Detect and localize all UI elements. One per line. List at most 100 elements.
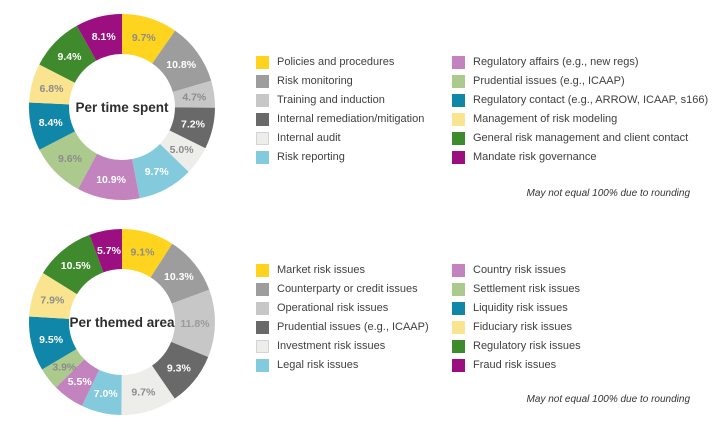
legend-swatch [452,56,465,69]
legend-swatch [256,94,269,107]
rounding-note: May not equal 100% due to rounding [526,394,690,405]
per-time-spent-donut-chart: 9.7%10.8%4.7%7.2%5.0%9.7%10.9%9.6%8.4%6.… [28,14,215,200]
legend-item: Prudential issues (e.g., ICAAP) [256,321,429,334]
legend-swatch [256,283,269,296]
legend-swatch [256,264,269,277]
legend-swatch [452,264,465,277]
donut-segment-label: 7.9% [40,295,65,307]
per-themed-area-legend-column-2: Country risk issues Settlement risk issue… [452,264,581,372]
donut-segment [29,64,75,105]
donut-segment [42,234,104,295]
legend-label: General risk management and client conta… [473,132,689,144]
legend-item: Risk reporting [256,151,424,164]
donut-segment [152,341,209,399]
donut-segment-label: 9.5% [39,334,64,346]
legend-item: Liquidity risk issues [452,302,581,315]
legend-swatch [256,113,269,126]
legend-label: Market risk issues [277,264,366,276]
legend-label: Regulatory contact (e.g., ARROW, ICAAP, … [473,94,709,106]
donut-segment [29,272,77,319]
donut-segment-label: 7.2% [181,119,206,131]
donut-segment-label: 9.7% [145,166,170,178]
donut-segment [122,14,176,64]
legend-item: Management of risk modeling [452,113,708,126]
donut-segment-label: 5.7% [97,245,122,257]
legend-swatch [452,283,465,296]
donut-segment [172,80,215,108]
legend-label: Fraud risk issues [473,359,557,371]
legend-swatch [256,151,269,164]
donut-segment-label: 8.1% [92,31,117,43]
donut-segment-label: 10.3% [164,271,194,283]
donut-segment [76,14,122,61]
legend-label: Policies and procedures [277,56,395,68]
legend-item: Policies and procedures [256,56,424,69]
legend-swatch [256,302,269,315]
donut-segment [171,289,215,357]
donut-segment [39,25,97,83]
legend-label: Prudential issues (e.g., ICAAP) [473,75,625,87]
legend-label: Risk reporting [277,151,345,163]
donut-segment-label: 10.9% [96,174,126,186]
donut-segment-label: 3.9% [52,361,77,373]
legend-item: Counterparty or credit issues [256,283,429,296]
legend-label: Operational risk issues [277,302,389,314]
donut-segment [152,30,212,93]
legend-label: Training and induction [277,94,385,106]
legend-swatch [256,132,269,145]
legend-item: Investment risk issues [256,340,429,353]
per-themed-area-donut-chart: 9.1% 10.3% 11.8% 9.3% 9.7% 7.0%5.5% 3.9% 9.5% 7.… [29,229,215,415]
legend-label: Prudential issues (e.g., ICAAP) [277,321,429,333]
legend-item: Internal audit [256,132,424,145]
donut-segment [29,316,77,370]
legend-label: Investment risk issues [277,340,386,352]
donut-segment [81,369,122,415]
legend-swatch [452,151,465,164]
legend-item: Mandate risk governance [452,151,708,164]
legend-item: Market risk issues [256,264,429,277]
legend-swatch [256,56,269,69]
donut-segment-label: 11.8% [180,318,210,330]
donut-segment-label: 9.6% [58,153,83,165]
legend-item: Country risk issues [452,264,581,277]
donut-segment [39,131,97,189]
legend-label: Mandate risk governance [473,151,597,163]
legend-item: Fiduciary risk issues [452,321,581,334]
legend-label: Legal risk issues [277,359,359,371]
legend-item: Risk monitoring [256,75,424,88]
legend-swatch [452,302,465,315]
donut-segment-label: 9.7% [131,386,156,398]
legend-swatch [452,113,465,126]
per-time-spent-legend-column-2: Regulatory affairs (e.g., new regs) Prude… [452,56,708,164]
donut-segment [132,143,189,199]
legend-label: Risk monitoring [277,75,353,87]
donut-segment [55,359,100,406]
legend-item: Regulatory risk issues [452,340,581,353]
donut-segment [150,243,210,304]
donut-segment [42,349,85,388]
legend-label: Fiduciary risk issues [473,321,573,333]
rounding-note: May not equal 100% due to rounding [526,188,690,199]
legend-label: Internal audit [277,132,341,144]
donut-segment-label: 7.0% [94,388,119,400]
donut-segment [122,229,173,278]
legend-swatch [256,321,269,334]
donut-segment-label: 9.4% [58,51,83,63]
legend-swatch [256,359,269,372]
donut-segment-label: 8.4% [39,117,64,129]
legend-label: Management of risk modeling [473,113,618,125]
donut-segment [78,153,140,200]
per-themed-area-legend-column-1: Market risk issues Counterparty or credit… [256,264,429,372]
legend-label: Counterparty or credit issues [277,283,418,295]
legend-swatch [452,132,465,145]
donut-segment-label: 9.1% [131,247,156,259]
legend-label: Regulatory affairs (e.g., new regs) [473,56,639,68]
donut-segment-label: 10.8% [166,59,196,71]
legend-item: Internal remediation/mitigation [256,113,424,126]
legend-swatch [452,359,465,372]
legend-swatch [452,321,465,334]
legend-item: Settlement risk issues [452,283,581,296]
donut-segment-label: 5.0% [170,144,195,156]
legend-swatch [452,340,465,353]
